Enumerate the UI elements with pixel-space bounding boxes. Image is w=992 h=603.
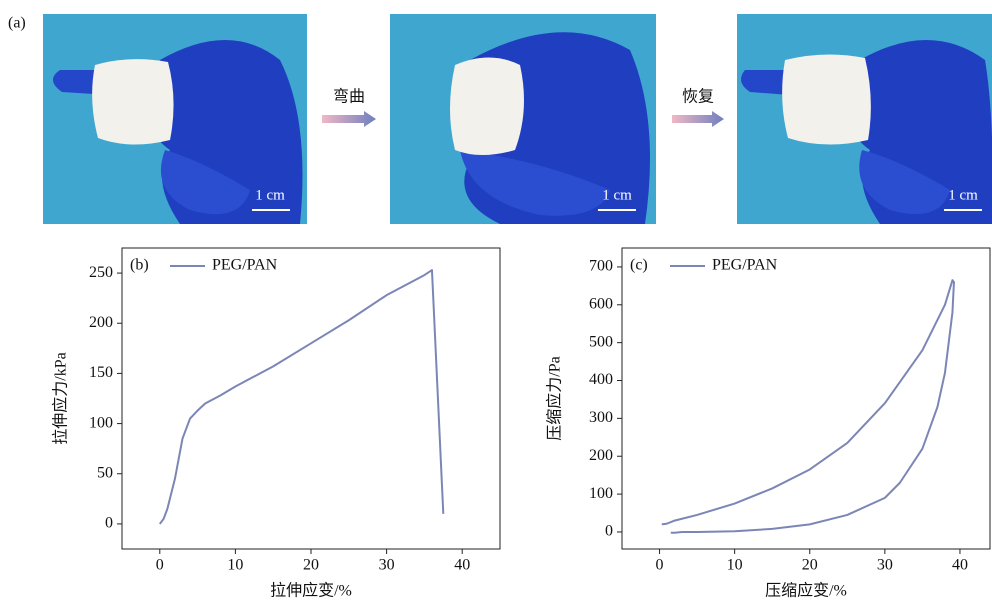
y-axis-label: 压缩应力/Pa bbox=[545, 356, 564, 440]
scale-label: 1 cm bbox=[948, 187, 978, 203]
data-line bbox=[160, 270, 444, 524]
y-tick-label: 200 bbox=[589, 447, 613, 464]
x-tick-label: 10 bbox=[727, 557, 743, 574]
x-tick-label: 0 bbox=[156, 557, 164, 574]
legend-label: PEG/PAN bbox=[212, 257, 278, 274]
x-tick-label: 30 bbox=[877, 557, 893, 574]
y-tick-label: 200 bbox=[89, 314, 113, 331]
x-tick-label: 20 bbox=[802, 557, 818, 574]
scale-label: 1 cm bbox=[602, 187, 632, 203]
panel-label: (b) bbox=[130, 257, 149, 274]
y-tick-label: 0 bbox=[605, 523, 613, 540]
figure: (a) 1 cm 1 cm 1 cm 弯曲 恢复 010203040050100… bbox=[0, 0, 992, 603]
y-tick-label: 100 bbox=[89, 414, 113, 431]
arrow-label: 弯曲 bbox=[333, 88, 365, 106]
x-tick-label: 0 bbox=[656, 557, 664, 574]
page: (a) 1 cm 1 cm 1 cm 弯曲 恢复 010203040050100… bbox=[0, 0, 992, 603]
y-tick-label: 0 bbox=[105, 515, 113, 532]
y-tick-label: 300 bbox=[589, 409, 613, 426]
x-tick-label: 30 bbox=[379, 557, 395, 574]
x-axis-label: 压缩应变/% bbox=[765, 581, 847, 600]
y-tick-label: 600 bbox=[589, 295, 613, 312]
y-axis-label: 拉伸应力/kPa bbox=[51, 352, 70, 444]
arrow bbox=[322, 111, 376, 127]
y-tick-label: 150 bbox=[89, 364, 113, 381]
arrow bbox=[672, 111, 724, 127]
y-tick-label: 100 bbox=[589, 485, 613, 502]
panel-label: (a) bbox=[8, 15, 26, 32]
y-tick-label: 700 bbox=[589, 258, 613, 275]
y-tick-label: 250 bbox=[89, 264, 113, 281]
scale-label: 1 cm bbox=[255, 187, 285, 203]
arrow-label: 恢复 bbox=[682, 88, 714, 106]
y-tick-label: 50 bbox=[97, 464, 113, 481]
panel-label: (c) bbox=[630, 257, 648, 274]
y-tick-label: 500 bbox=[589, 333, 613, 350]
y-tick-label: 400 bbox=[589, 371, 613, 388]
data-line bbox=[662, 280, 954, 533]
x-tick-label: 40 bbox=[454, 557, 470, 574]
x-axis-label: 拉伸应变/% bbox=[270, 581, 352, 600]
x-tick-label: 10 bbox=[227, 557, 243, 574]
x-tick-label: 40 bbox=[952, 557, 968, 574]
plot-frame bbox=[622, 248, 990, 549]
x-tick-label: 20 bbox=[303, 557, 319, 574]
legend-label: PEG/PAN bbox=[712, 257, 778, 274]
